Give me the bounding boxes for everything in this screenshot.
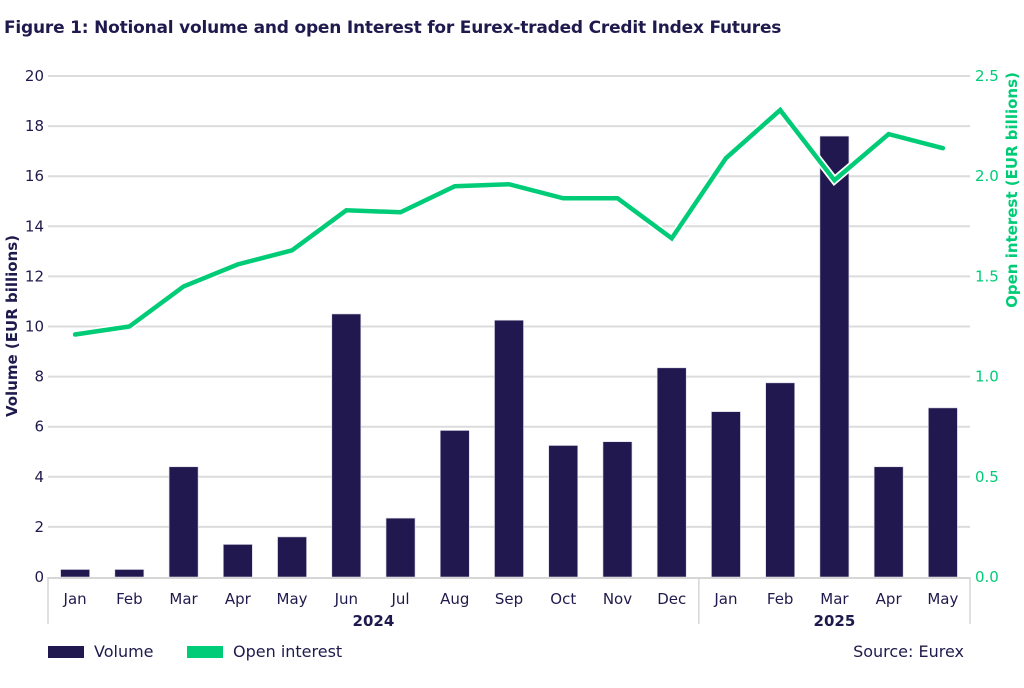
x-tick-label: May: [277, 590, 308, 608]
y-tick-label-right: 1.5: [975, 267, 999, 285]
y-tick-label-left: 2: [34, 518, 44, 536]
legend-swatch-volume: [48, 645, 84, 658]
x-tick-label: Apr: [876, 590, 903, 608]
y-tick-label-left: 6: [34, 418, 44, 436]
volume-bar: [765, 382, 795, 578]
y-tick-label-right: 0.0: [975, 568, 999, 586]
x-tick-label: Feb: [116, 590, 143, 608]
volume-bar: [602, 441, 633, 578]
x-tick-label: Aug: [440, 590, 469, 608]
volume-bar: [168, 466, 199, 578]
y-tick-label-left: 8: [34, 368, 44, 386]
y-tick-label-left: 12: [25, 267, 44, 285]
volume-bar: [223, 544, 253, 578]
x-tick-label: Sep: [495, 590, 523, 608]
y-tick-label-left: 20: [25, 67, 44, 85]
volume-bar: [277, 536, 307, 578]
x-tick-label: Mar: [169, 590, 198, 608]
volume-bar: [819, 135, 850, 578]
legend-item-volume: Volume: [48, 642, 154, 661]
legend-label-open-interest: Open interest: [233, 642, 343, 661]
x-tick-label: Jan: [63, 590, 87, 608]
x-year-label: 2024: [353, 612, 395, 630]
legend-swatch-open-interest: [187, 645, 223, 658]
y-tick-label-left: 10: [25, 318, 44, 336]
source-note: Source: Eurex: [853, 642, 964, 661]
volume-bar: [494, 319, 524, 578]
legend-label-volume: Volume: [94, 642, 154, 661]
volume-bar: [331, 313, 362, 578]
y-tick-label-right: 2.5: [975, 67, 999, 85]
y-tick-label-right: 1.0: [975, 368, 999, 386]
volume-bar: [873, 466, 904, 578]
axes: 0 2 4 6 8 10 12 14 16 18 20 0.0 0.5 1.0 1.5 2.0 2.5 Jan Fe…: [25, 67, 999, 630]
y-tick-label-left: 18: [25, 117, 44, 135]
volume-bar: [548, 445, 579, 578]
y-tick-label-right: 2.0: [975, 167, 999, 185]
volume-bar: [928, 407, 958, 578]
open-interest-line: [71, 104, 947, 339]
y-axis-title-right: Open interest (EUR billions): [1003, 72, 1021, 308]
volume-bar: [439, 430, 470, 578]
y-axis-title-left: Volume (EUR billions): [3, 235, 21, 417]
y-tick-label-right: 0.5: [975, 468, 999, 486]
x-year-label: 2025: [814, 612, 856, 630]
x-tick-label: Feb: [767, 590, 794, 608]
x-tick-label: May: [927, 590, 958, 608]
volume-bars: [60, 135, 958, 578]
volume-bar: [60, 569, 90, 578]
volume-bar: [385, 517, 416, 578]
x-tick-label: Jun: [334, 590, 358, 608]
y-tick-label-left: 4: [34, 468, 44, 486]
y-tick-label-left: 14: [25, 217, 44, 235]
x-tick-label: Nov: [603, 590, 632, 608]
x-tick-label: Jul: [390, 590, 409, 608]
volume-bar: [711, 411, 741, 578]
x-tick-label: Apr: [225, 590, 252, 608]
open-interest-line-path: [72, 106, 946, 337]
legend-item-open-interest: Open interest: [187, 642, 342, 661]
x-tick-label: Oct: [550, 590, 576, 608]
x-tick-label: Mar: [820, 590, 849, 608]
chart-title: Figure 1: Notional volume and open Inter…: [4, 18, 782, 38]
x-tick-label: Jan: [713, 590, 737, 608]
volume-bar: [114, 569, 145, 578]
x-tick-label: Dec: [657, 590, 686, 608]
y-tick-label-left: 16: [25, 167, 44, 185]
volume-bar: [656, 367, 687, 578]
open-interest-line-halo: [71, 104, 947, 339]
y-tick-label-left: 0: [34, 568, 44, 586]
